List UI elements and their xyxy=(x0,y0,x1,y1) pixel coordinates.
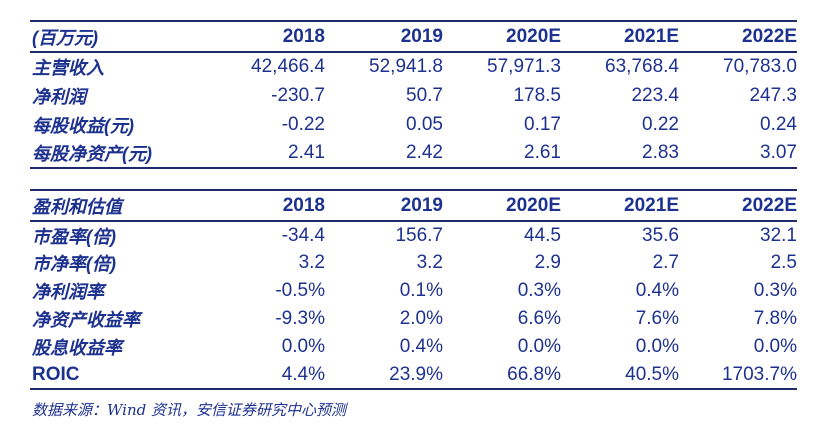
table-row-dividend-yield: 股息收益率 0.0% 0.4% 0.0% 0.0% 0.0% xyxy=(30,333,797,361)
value-cell: 0.4% xyxy=(635,280,679,301)
value-cell: 0.0% xyxy=(281,336,325,357)
table-row-pe: 市盈率(倍) -34.4 156.7 44.5 35.6 32.1 xyxy=(30,221,797,249)
year-column-header-2022e: 2022E xyxy=(679,189,797,222)
value-cell: 50.7 xyxy=(406,84,443,106)
value-cell: 0.3% xyxy=(753,280,797,301)
value-cell: 0.24 xyxy=(760,113,797,135)
value-cell: 57,971.3 xyxy=(487,56,561,77)
year-column-header-2021e: 2021E xyxy=(561,189,679,222)
value-cell: 0.3% xyxy=(517,280,561,301)
value-cell: 2.7 xyxy=(652,252,679,273)
value-cell: 35.6 xyxy=(642,224,679,246)
table-row-eps: 每股收益(元) -0.22 0.05 0.17 0.22 0.24 xyxy=(30,110,797,139)
value-cell: -34.4 xyxy=(281,224,325,246)
year-column-header-2019: 2019 xyxy=(325,189,443,222)
value-cell: 0.0% xyxy=(753,336,797,357)
value-cell: 52,941.8 xyxy=(369,56,443,77)
value-cell: 156.7 xyxy=(395,224,443,246)
row-label-roe: 净资产收益率 xyxy=(32,310,140,330)
valuation-table-header-row: 盈利和估值 2018 2019 2020E 2021E 2022E xyxy=(30,189,797,222)
table-row-roic: ROIC 4.4% 23.9% 66.8% 40.5% 1703.7% xyxy=(30,361,797,390)
value-cell: 2.9 xyxy=(534,252,561,273)
year-column-header-2019: 2019 xyxy=(325,20,443,53)
value-cell: 2.42 xyxy=(325,139,443,169)
table-row-net-profit: 净利润 -230.7 50.7 178.5 223.4 247.3 xyxy=(30,81,797,110)
income-table-header-row: (百万元) 2018 2019 2020E 2021E 2022E xyxy=(30,20,797,53)
value-cell: 7.6% xyxy=(635,308,679,329)
value-cell: 0.4% xyxy=(399,336,443,357)
valuation-table: 盈利和估值 2018 2019 2020E 2021E 2022E 市盈率(倍)… xyxy=(30,189,797,390)
value-cell: 3.07 xyxy=(679,139,797,169)
value-cell: 0.22 xyxy=(642,113,679,135)
value-cell: 6.6% xyxy=(517,308,561,329)
row-label-net-profit: 净利润 xyxy=(32,86,86,107)
year-column-header-2018: 2018 xyxy=(207,189,325,222)
value-cell: 3.2 xyxy=(298,252,325,273)
value-cell: 0.0% xyxy=(517,336,561,357)
value-cell: -0.22 xyxy=(281,113,325,135)
value-cell: 7.8% xyxy=(753,308,797,329)
row-label-pe: 市盈率(倍) xyxy=(32,226,116,247)
table-row-net-margin: 净利润率 -0.5% 0.1% 0.3% 0.4% 0.3% xyxy=(30,277,797,305)
value-cell: 0.05 xyxy=(406,113,443,135)
value-cell: 178.5 xyxy=(513,84,561,106)
value-cell: 70,783.0 xyxy=(723,56,797,77)
row-label-eps: 每股收益(元) xyxy=(32,115,134,136)
value-cell: 247.3 xyxy=(749,84,797,106)
value-cell: -230.7 xyxy=(271,84,325,106)
value-cell: 4.4% xyxy=(207,361,325,390)
value-cell: 63,768.4 xyxy=(605,56,679,77)
table-row-pb: 市净率(倍) 3.2 3.2 2.9 2.7 2.5 xyxy=(30,249,797,277)
value-cell: -0.5% xyxy=(275,280,325,301)
table-row-roe: 净资产收益率 -9.3% 2.0% 6.6% 7.6% 7.8% xyxy=(30,305,797,333)
value-cell: 2.41 xyxy=(207,139,325,169)
year-column-header-2020e: 2020E xyxy=(443,20,561,53)
row-label-revenue: 主营收入 xyxy=(32,58,104,78)
row-label-pb: 市净率(倍) xyxy=(32,254,116,274)
value-cell: 0.1% xyxy=(399,280,443,301)
value-cell: 66.8% xyxy=(443,361,561,390)
value-cell: 23.9% xyxy=(325,361,443,390)
value-cell: 3.2 xyxy=(416,252,443,273)
row-label-net-margin: 净利润率 xyxy=(32,282,104,302)
year-column-header-2021e: 2021E xyxy=(561,20,679,53)
value-cell: 1703.7% xyxy=(679,361,797,390)
year-column-header-2020e: 2020E xyxy=(443,189,561,222)
value-cell: 44.5 xyxy=(524,224,561,246)
source-footnote: 数据来源：Wind 资讯，安信证券研究中心预测 xyxy=(32,401,346,419)
table-row-revenue: 主营收入 42,466.4 52,941.8 57,971.3 63,768.4… xyxy=(30,52,797,81)
income-unit-header: (百万元) xyxy=(30,20,207,53)
value-cell: 42,466.4 xyxy=(251,56,325,77)
income-table: (百万元) 2018 2019 2020E 2021E 2022E 主营收入 4… xyxy=(30,20,797,169)
row-label-dividend-yield: 股息收益率 xyxy=(32,338,122,358)
row-label-roic: ROIC xyxy=(30,361,207,390)
value-cell: 0.17 xyxy=(524,113,561,135)
value-cell: 2.83 xyxy=(561,139,679,169)
value-cell: 40.5% xyxy=(561,361,679,390)
value-cell: 2.61 xyxy=(443,139,561,169)
valuation-title-header: 盈利和估值 xyxy=(30,189,207,222)
value-cell: 32.1 xyxy=(760,224,797,246)
year-column-header-2022e: 2022E xyxy=(679,20,797,53)
table-row-bvps: 每股净资产(元) 2.41 2.42 2.61 2.83 3.07 xyxy=(30,139,797,169)
value-cell: 0.0% xyxy=(635,336,679,357)
row-label-bvps: 每股净资产(元) xyxy=(30,139,207,169)
value-cell: 223.4 xyxy=(631,84,679,106)
value-cell: -9.3% xyxy=(275,308,325,329)
year-column-header-2018: 2018 xyxy=(207,20,325,53)
value-cell: 2.5 xyxy=(770,252,797,273)
value-cell: 2.0% xyxy=(399,308,443,329)
